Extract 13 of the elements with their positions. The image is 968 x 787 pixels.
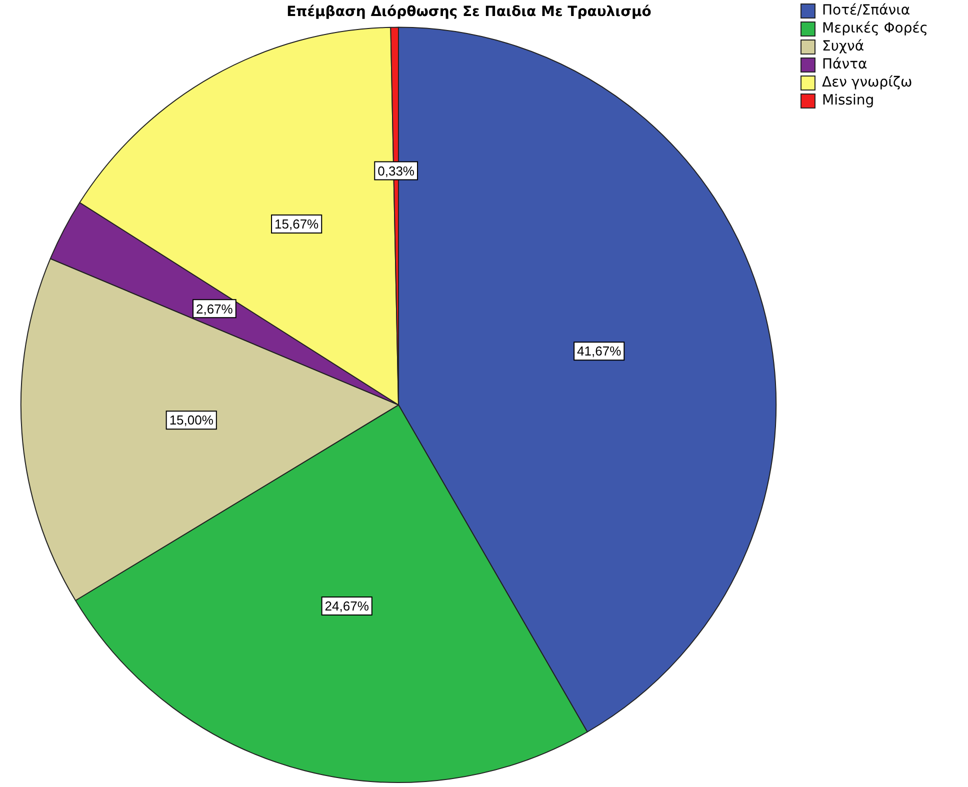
data-label: 15,67% (274, 216, 320, 232)
data-label: 24,67% (324, 598, 370, 614)
legend-label: Μερικές Φορές (822, 20, 928, 37)
data-label: 15,00% (169, 412, 214, 428)
legend-label: Δεν γνωρίζω (822, 74, 912, 91)
legend-label: Συχνά (822, 38, 864, 55)
data-label: 41,67% (577, 344, 622, 359)
data-label: 2,67% (196, 301, 234, 316)
chart-title: Επέμβαση Διόρθωσης Σε Παιδια Με Τραυλισμό (286, 4, 652, 20)
data-label: 0,33% (378, 163, 415, 178)
legend-label: Πάντα (822, 56, 868, 73)
legend-label: Ποτέ/Σπάνια (822, 2, 910, 19)
legend-label: Missing (822, 92, 874, 109)
